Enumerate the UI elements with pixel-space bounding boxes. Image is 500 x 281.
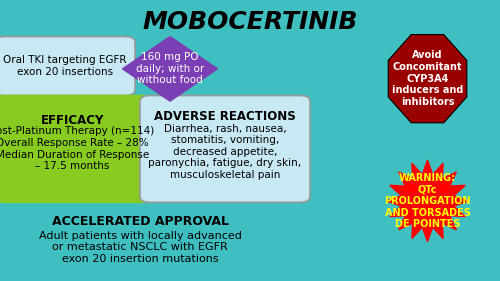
Text: ACCELERATED APPROVAL: ACCELERATED APPROVAL [52, 216, 229, 228]
Text: Diarrhea, rash, nausea,
stomatitis, vomiting,
decreased appetite,
paronychia, fa: Diarrhea, rash, nausea, stomatitis, vomi… [148, 124, 302, 180]
Text: MOBOCERTINIB: MOBOCERTINIB [142, 10, 358, 35]
FancyBboxPatch shape [0, 37, 135, 96]
Polygon shape [388, 35, 467, 123]
Text: Avoid
Concomitant
CYP3A4
inducers and
inhibitors: Avoid Concomitant CYP3A4 inducers and in… [392, 51, 463, 107]
Text: EFFICACY: EFFICACY [41, 114, 104, 127]
Text: Adult patients with locally advanced
or metastatic NSCLC with EGFR
exon 20 inser: Adult patients with locally advanced or … [38, 231, 242, 264]
Text: ADVERSE REACTIONS: ADVERSE REACTIONS [154, 110, 296, 123]
Polygon shape [387, 160, 468, 242]
Text: 160 mg PO
daily; with or
without food: 160 mg PO daily; with or without food [136, 52, 204, 85]
FancyBboxPatch shape [140, 96, 310, 202]
Polygon shape [122, 37, 218, 101]
Text: Oral TKI targeting EGFR
exon 20 insertions: Oral TKI targeting EGFR exon 20 insertio… [4, 55, 127, 77]
Text: WARNING:
QTc
PROLONGATION
AND TORSADES
DE POINTES: WARNING: QTc PROLONGATION AND TORSADES D… [384, 173, 471, 229]
Text: Post-Platinum Therapy (n=114)
Overall Response Rate – 28%
Median Duration of Res: Post-Platinum Therapy (n=114) Overall Re… [0, 126, 154, 171]
FancyBboxPatch shape [0, 96, 150, 202]
